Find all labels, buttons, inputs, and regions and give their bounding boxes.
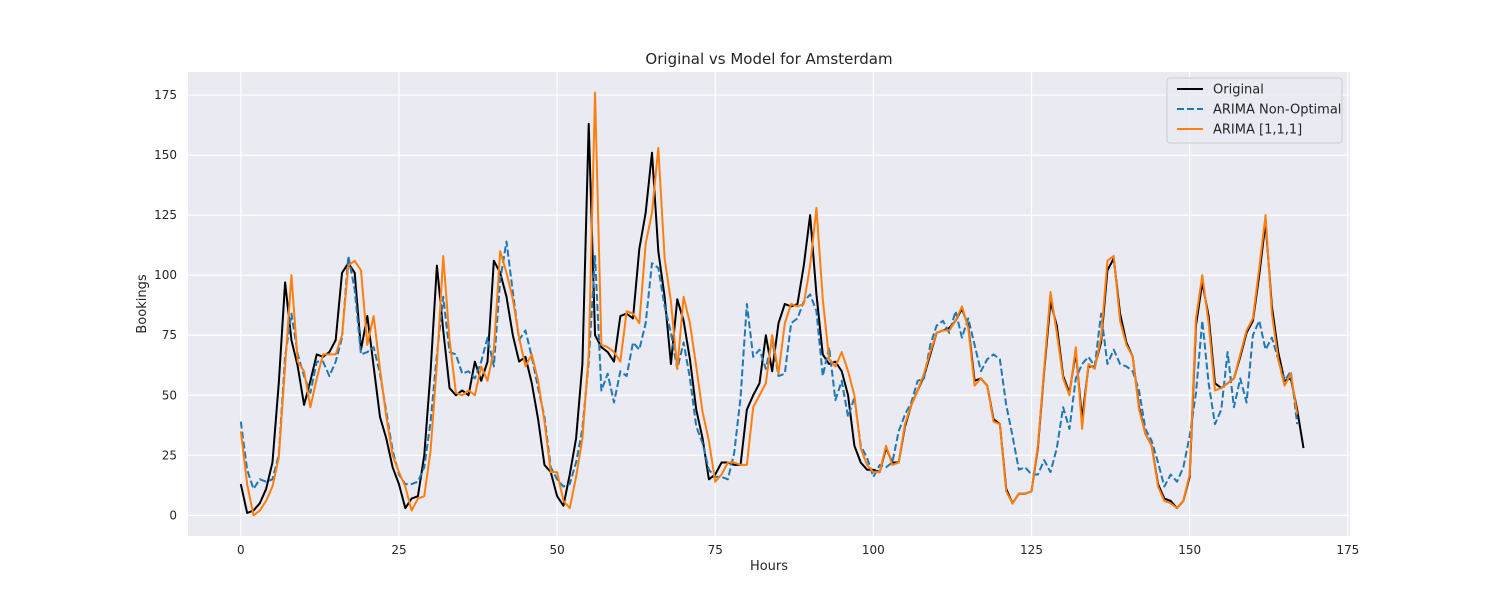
series-layer — [239, 91, 1305, 517]
x-tick-label: 50 — [549, 543, 564, 557]
x-tick-label: 150 — [1178, 543, 1201, 557]
x-tick-label: 175 — [1336, 543, 1359, 557]
y-tick-label: 0 — [169, 508, 177, 522]
legend-box — [1166, 77, 1343, 144]
x-tick-label: 75 — [708, 543, 723, 557]
y-tick-label: 25 — [162, 448, 177, 462]
x-tick-label: 25 — [391, 543, 406, 557]
y-tick-label: 75 — [162, 328, 177, 342]
x-tick-label: 0 — [237, 543, 245, 557]
x-axis-label: Hours — [750, 559, 788, 574]
y-tick-label: 100 — [154, 268, 177, 282]
grid-lines — [188, 72, 1350, 536]
tick-labels: 0 25 50 75 100 125 150 175 0 25 50 75 100 125 150 175 — [154, 88, 1359, 557]
series-line-arima-1-1-1 — [239, 91, 1299, 517]
legend-label-arima-non-optimal: ARIMA Non-Optimal — [1213, 103, 1341, 118]
y-tick-label: 125 — [154, 208, 177, 222]
chart-title: Original vs Model for Amsterdam — [645, 50, 892, 68]
legend: Original ARIMA Non-Optimal ARIMA [1,1,1] — [1166, 77, 1343, 144]
x-tick-label: 100 — [862, 543, 885, 557]
legend-label-original: Original — [1213, 83, 1264, 98]
legend-label-arima-111: ARIMA [1,1,1] — [1213, 123, 1302, 138]
y-tick-label: 50 — [162, 388, 177, 402]
y-tick-label: 175 — [154, 88, 177, 102]
series-arima-1-1-1 — [239, 91, 1299, 517]
y-tick-label: 150 — [154, 148, 177, 162]
x-tick-label: 125 — [1020, 543, 1043, 557]
y-axis-label: Bookings — [135, 274, 150, 333]
